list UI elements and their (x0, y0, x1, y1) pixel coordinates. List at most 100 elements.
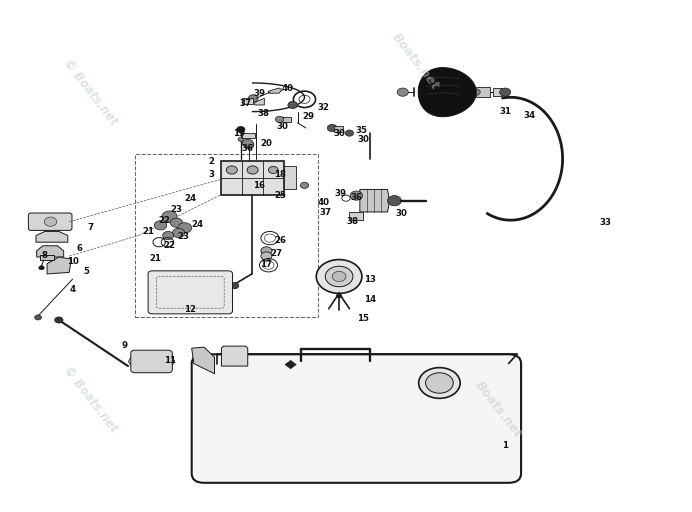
Circle shape (350, 191, 363, 200)
Circle shape (500, 88, 511, 96)
Circle shape (316, 260, 362, 293)
Circle shape (230, 283, 239, 289)
Text: 25: 25 (274, 191, 286, 200)
Circle shape (163, 231, 174, 240)
Circle shape (162, 211, 177, 222)
Circle shape (327, 124, 337, 132)
Circle shape (332, 271, 346, 282)
Polygon shape (476, 87, 490, 97)
Circle shape (325, 266, 353, 287)
Circle shape (247, 166, 258, 174)
Polygon shape (242, 133, 255, 138)
Circle shape (44, 217, 57, 226)
Circle shape (300, 182, 309, 188)
Text: Boats.net: Boats.net (389, 31, 441, 92)
Text: 10: 10 (66, 257, 79, 266)
Circle shape (419, 368, 460, 398)
Text: 15: 15 (357, 314, 370, 323)
Polygon shape (36, 231, 68, 242)
Polygon shape (221, 161, 284, 195)
Text: 38: 38 (257, 109, 269, 118)
Circle shape (172, 228, 185, 238)
Circle shape (388, 196, 401, 206)
Text: 22: 22 (163, 241, 176, 250)
Text: 40: 40 (281, 83, 293, 93)
Text: 20: 20 (260, 139, 273, 148)
Text: 23: 23 (170, 205, 183, 215)
Text: 30: 30 (395, 209, 408, 218)
Text: 27: 27 (271, 249, 283, 258)
Text: 1: 1 (502, 441, 508, 450)
Text: 36: 36 (350, 193, 363, 202)
Circle shape (170, 218, 183, 227)
Circle shape (154, 221, 167, 230)
Bar (349, 212, 363, 220)
Circle shape (397, 88, 408, 96)
Text: 28: 28 (440, 95, 453, 104)
Text: 36: 36 (242, 144, 254, 153)
Text: 21: 21 (149, 254, 162, 263)
Circle shape (238, 137, 244, 141)
Circle shape (178, 223, 192, 233)
Circle shape (39, 266, 44, 270)
Text: 21: 21 (143, 227, 155, 236)
FancyBboxPatch shape (148, 271, 233, 314)
Text: 6: 6 (77, 244, 82, 253)
Text: 23: 23 (177, 232, 190, 241)
Polygon shape (493, 88, 502, 96)
Text: 33: 33 (599, 218, 612, 227)
Text: 30: 30 (333, 129, 345, 138)
Polygon shape (221, 346, 248, 366)
Text: 8: 8 (42, 251, 48, 261)
Text: 3: 3 (208, 169, 214, 179)
Text: 7: 7 (87, 223, 93, 232)
Text: 12: 12 (184, 305, 197, 314)
Polygon shape (192, 347, 215, 374)
Circle shape (261, 247, 272, 255)
Polygon shape (360, 189, 390, 212)
Text: 39: 39 (253, 89, 266, 98)
Text: 11: 11 (163, 356, 176, 366)
Text: 14: 14 (364, 295, 376, 304)
Text: 30: 30 (357, 135, 370, 144)
Text: 38: 38 (347, 217, 359, 226)
Text: 34: 34 (523, 111, 536, 120)
Bar (284, 166, 296, 189)
Circle shape (345, 130, 354, 136)
Circle shape (237, 126, 245, 133)
Text: 18: 18 (274, 169, 286, 179)
Text: 37: 37 (239, 99, 252, 108)
Text: 35: 35 (355, 126, 367, 135)
Circle shape (472, 89, 480, 95)
Circle shape (261, 252, 272, 260)
Polygon shape (282, 117, 291, 122)
Circle shape (248, 95, 258, 102)
Text: 29: 29 (302, 112, 314, 121)
Polygon shape (37, 246, 64, 257)
Text: 37: 37 (319, 208, 331, 217)
Circle shape (55, 317, 63, 323)
Circle shape (288, 101, 298, 109)
Text: 24: 24 (191, 220, 203, 229)
Polygon shape (47, 257, 71, 274)
Text: 5: 5 (84, 267, 89, 276)
Text: Boats.net: Boats.net (472, 379, 525, 440)
Text: 19: 19 (233, 129, 245, 138)
Text: 13: 13 (364, 274, 376, 284)
Text: 9: 9 (122, 341, 127, 350)
Circle shape (268, 166, 278, 174)
Text: 31: 31 (499, 107, 511, 116)
Polygon shape (334, 126, 343, 132)
Circle shape (336, 294, 342, 298)
Polygon shape (255, 98, 264, 105)
Polygon shape (268, 88, 282, 93)
Text: 4: 4 (70, 285, 75, 294)
Text: 26: 26 (274, 236, 286, 245)
Text: © Boats.net: © Boats.net (60, 364, 120, 435)
Circle shape (244, 141, 254, 148)
Text: 30: 30 (276, 122, 289, 132)
Text: 39: 39 (334, 189, 347, 198)
Circle shape (275, 116, 284, 122)
Text: 32: 32 (317, 103, 329, 112)
Text: 2: 2 (208, 157, 214, 166)
